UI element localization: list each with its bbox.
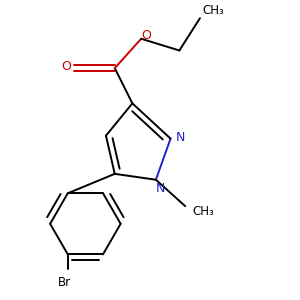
Text: Br: Br: [58, 276, 71, 289]
Text: CH₃: CH₃: [202, 4, 224, 17]
Text: N: N: [156, 182, 165, 195]
Text: O: O: [61, 60, 71, 73]
Text: CH₃: CH₃: [193, 205, 214, 218]
Text: N: N: [176, 130, 185, 144]
Text: O: O: [142, 29, 152, 42]
